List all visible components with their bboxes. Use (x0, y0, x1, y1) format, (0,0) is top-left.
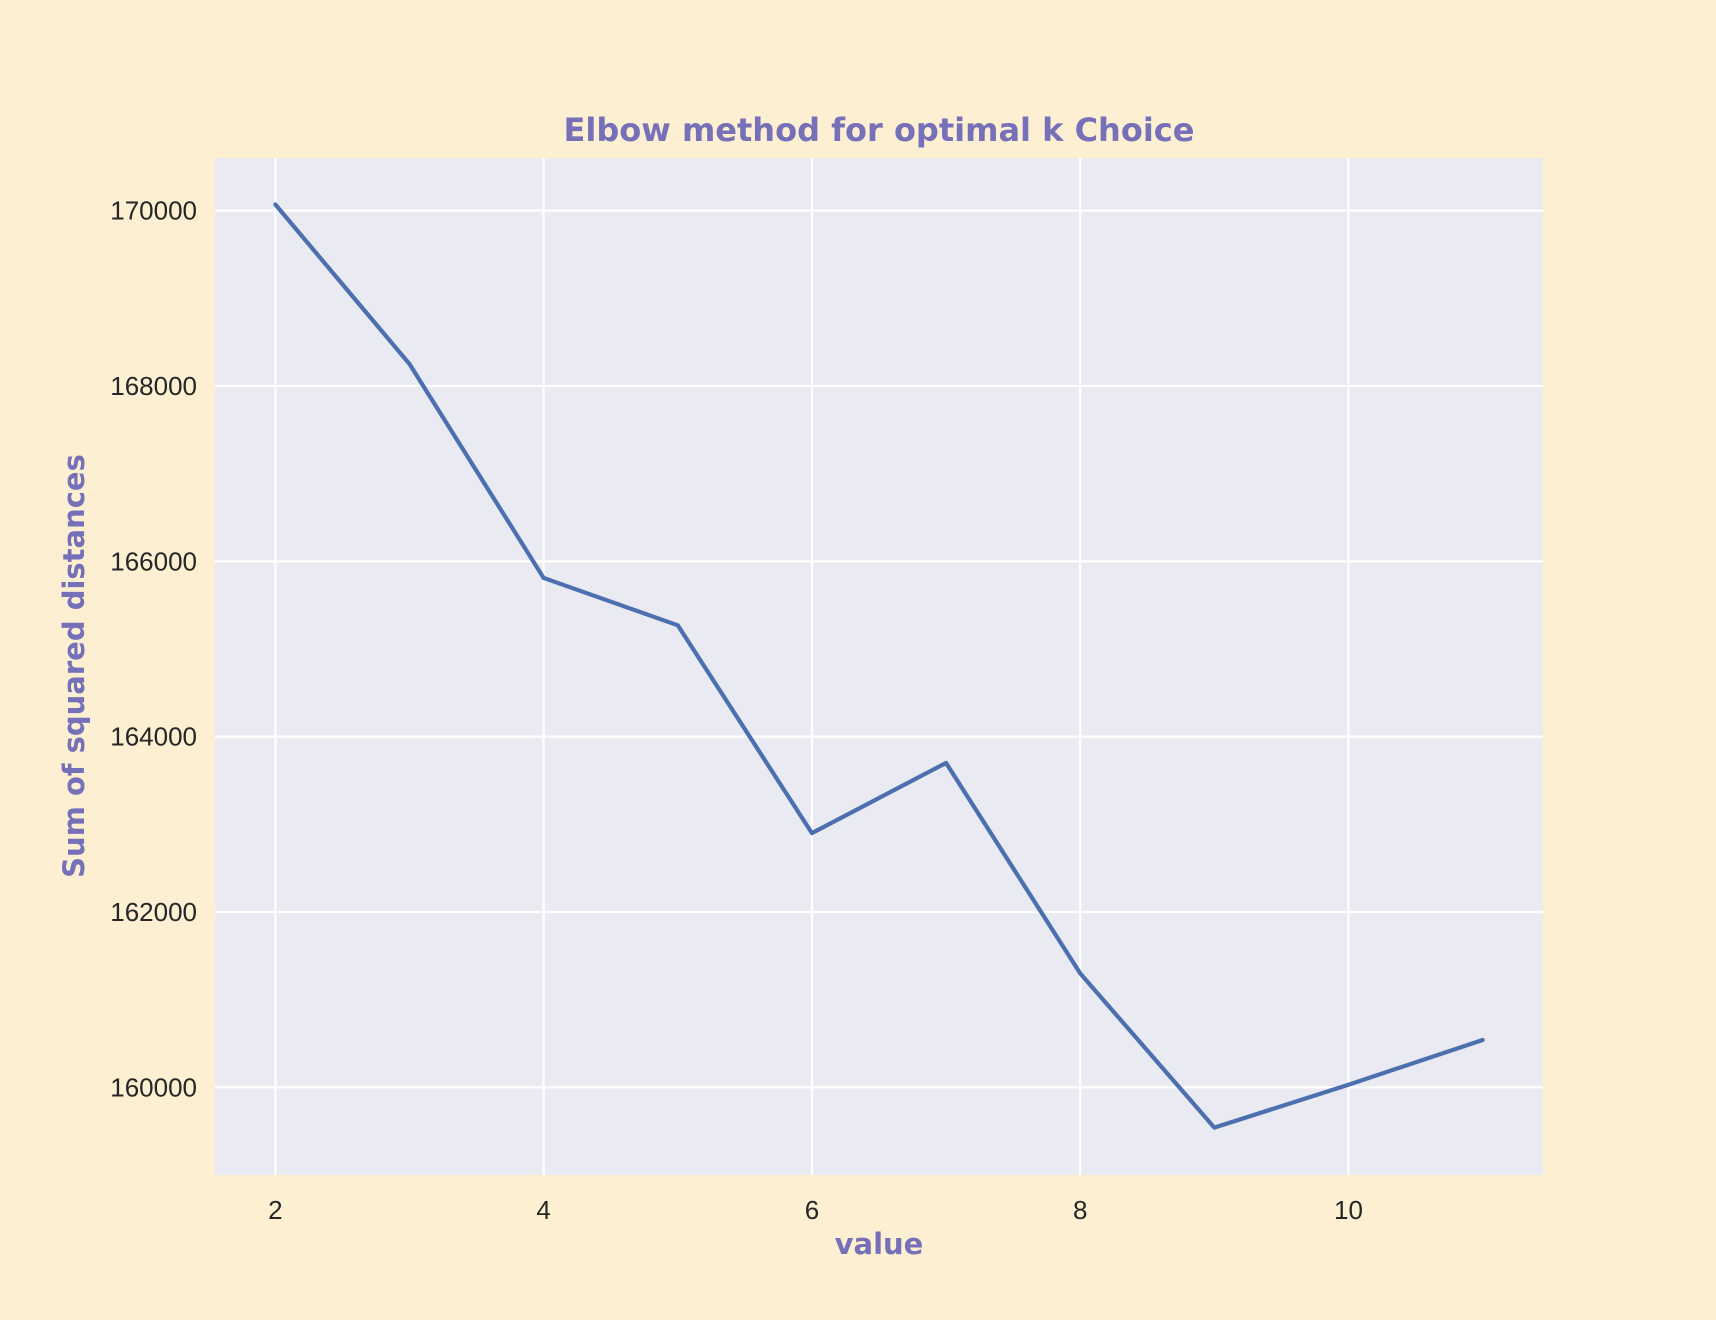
y-tick-label: 162000 (110, 897, 197, 927)
plot-area (215, 158, 1543, 1175)
x-tick-label: 10 (1334, 1195, 1363, 1225)
x-gridlines (274, 158, 1350, 1175)
y-axis-label: Sum of squared distances (57, 454, 91, 878)
y-tick-label: 164000 (110, 722, 197, 752)
y-tick-label: 170000 (110, 196, 197, 226)
x-tick-label: 8 (1073, 1195, 1087, 1225)
y-tick-label: 168000 (110, 371, 197, 401)
series-layer (273, 202, 1485, 1130)
x-axis-label: value (835, 1227, 924, 1261)
x-tick-label: 2 (268, 1195, 282, 1225)
y-tick-labels: 160000 162000 164000 166000 168000 170000 (110, 196, 197, 1103)
y-tick-label: 160000 (110, 1072, 197, 1102)
y-gridlines (215, 209, 1543, 1089)
x-tick-label: 6 (805, 1195, 819, 1225)
x-tick-labels: 2 4 6 8 10 (268, 1195, 1363, 1225)
x-tick-label: 4 (536, 1195, 550, 1225)
chart-title: Elbow method for optimal k Choice (564, 111, 1195, 149)
y-tick-label: 166000 (110, 546, 197, 576)
series-line (273, 202, 1485, 1130)
